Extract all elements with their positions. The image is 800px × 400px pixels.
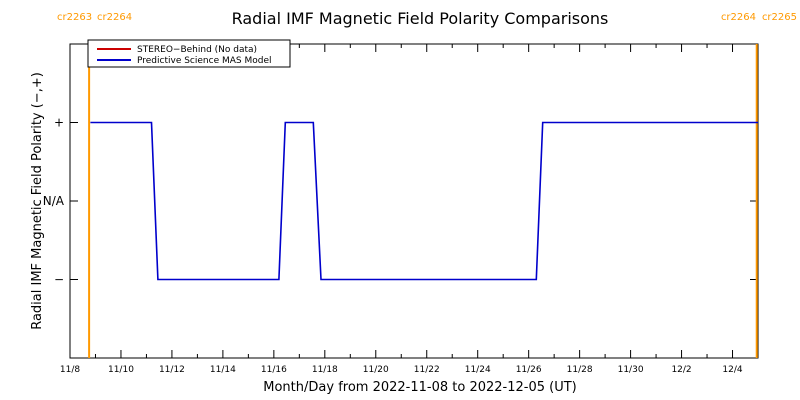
- x-tick-label: 11/28: [567, 365, 593, 375]
- x-tick-label: 11/20: [363, 365, 389, 375]
- x-tick-label: 11/24: [465, 365, 491, 375]
- y-tick-label: +: [54, 116, 64, 130]
- x-tick-label: 11/16: [261, 365, 287, 375]
- carrington-label-right: cr2264: [97, 12, 132, 23]
- carrington-label-left: cr2264: [721, 12, 756, 23]
- y-tick-label: N/A: [43, 194, 65, 208]
- x-tick-label: 11/14: [210, 365, 236, 375]
- y-axis-label: Radial IMF Magnetic Field Polarity (−,+): [30, 72, 45, 330]
- y-tick-label: −: [54, 273, 64, 287]
- x-tick-label: 11/18: [312, 365, 338, 375]
- chart-title: Radial IMF Magnetic Field Polarity Compa…: [232, 9, 609, 28]
- carrington-label-right: cr2265: [762, 12, 797, 23]
- series-lines: [90, 121, 758, 281]
- x-tick-label: 12/2: [671, 365, 691, 375]
- legend-box: [87, 39, 291, 68]
- carrington-label-left: cr2263: [57, 12, 92, 23]
- x-axis-label: Month/Day from 2022-11-08 to 2022-12-05 …: [263, 380, 576, 395]
- series-line-mas-model: [90, 121, 758, 281]
- legend: STEREO−Behind (No data)Predictive Scienc…: [87, 39, 291, 68]
- x-tick-label: 11/26: [516, 365, 542, 375]
- x-tick-label: 11/8: [60, 365, 80, 375]
- x-tick-label: 12/4: [722, 365, 742, 375]
- x-tick-label: 11/22: [414, 365, 440, 375]
- x-tick-label: 11/10: [108, 365, 134, 375]
- x-tick-label: 11/12: [159, 365, 185, 375]
- carrington-rotation-markers: cr2263 cr2264 cr2264 cr2265: [57, 12, 797, 358]
- x-axis-ticks: 11/8 11/10 11/12 11/14 11/16 11/18 11/20 11/22 1…: [60, 44, 759, 375]
- plot-frame: [69, 43, 759, 359]
- x-tick-label: 11/30: [618, 365, 644, 375]
- y-axis-ticks: + N/A −: [43, 43, 758, 359]
- legend-entry: Predictive Science MAS Model: [137, 56, 272, 66]
- legend-entry: STEREO−Behind (No data): [137, 45, 257, 55]
